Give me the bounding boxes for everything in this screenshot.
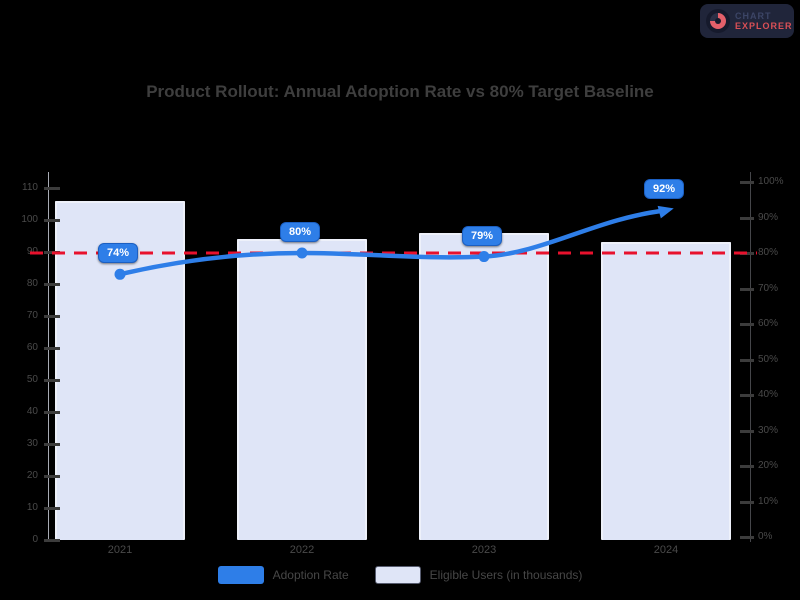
- left-axis-tick-label: 50: [26, 374, 38, 385]
- right-axis-tick-label: 0%: [758, 531, 773, 542]
- left-axis-tick-label: 10: [26, 502, 38, 513]
- right-axis-tick-label: 70%: [758, 282, 779, 294]
- data-label-pill: 79%: [462, 225, 503, 246]
- x-axis-label: 2021: [107, 544, 133, 556]
- data-label-pill: 80%: [280, 222, 321, 242]
- right-axis-tick: [740, 287, 754, 291]
- right-axis-tick: [740, 216, 754, 220]
- left-axis-tick-label: 60: [26, 342, 38, 353]
- bar: [419, 232, 549, 540]
- data-point-marker: [296, 247, 308, 259]
- legend-label-line: Adoption Rate: [272, 568, 349, 582]
- x-axis-label: 2024: [653, 544, 679, 556]
- right-axis-tick: [740, 500, 754, 504]
- left-axis-tick: [44, 443, 60, 446]
- left-axis-tick: [44, 475, 60, 478]
- legend-label-bar: Eligible Users (in thousands): [429, 568, 583, 582]
- left-axis-tick: [44, 411, 60, 414]
- data-point-marker: [114, 268, 126, 280]
- left-axis-tick: [44, 507, 60, 510]
- left-axis-tick: [44, 219, 60, 222]
- left-axis-tick: [44, 379, 60, 382]
- left-axis-tick-label: 20: [26, 470, 38, 481]
- left-axis-tick: [44, 347, 60, 350]
- left-axis-tick-label: 100: [21, 214, 38, 225]
- right-axis-tick-label: 90%: [758, 211, 779, 223]
- legend-item-bar: Eligible Users (in thousands): [374, 566, 583, 584]
- legend-item-line: Adoption Rate: [217, 566, 349, 584]
- right-axis-tick: [740, 465, 754, 468]
- left-axis-tick: [44, 539, 60, 542]
- left-axis-tick: [44, 187, 60, 190]
- legend: Adoption Rate Eligible Users (in thousan…: [0, 566, 800, 584]
- left-axis-tick-label: 30: [26, 438, 38, 449]
- bar: [601, 242, 731, 540]
- right-axis-tick-label: 80%: [758, 247, 779, 258]
- left-axis-tick-label: 0: [32, 534, 38, 545]
- y-axis-left: [48, 172, 49, 542]
- right-axis-tick-label: 60%: [758, 318, 779, 329]
- right-axis-tick: [740, 394, 754, 397]
- pie-chart-logo-icon: [706, 9, 730, 33]
- left-axis-tick-label: 70: [26, 310, 38, 321]
- right-axis-tick-label: 30%: [758, 424, 779, 436]
- legend-swatch-bar: [374, 566, 421, 584]
- right-axis-tick: [740, 181, 754, 184]
- left-axis-tick-label: 110: [22, 182, 38, 193]
- right-axis-tick-label: 50%: [758, 353, 779, 365]
- right-axis-tick: [740, 429, 754, 433]
- logo-line1: CHART: [735, 11, 772, 21]
- right-axis-tick-label: 40%: [758, 389, 779, 400]
- right-axis-tick: [740, 358, 754, 362]
- x-axis-label: 2023: [471, 544, 497, 556]
- right-axis-tick: [740, 536, 754, 539]
- y-axis-right: [750, 172, 751, 542]
- right-axis-tick: [740, 323, 754, 326]
- trend-line: [117, 208, 669, 277]
- chart-title: Product Rollout: Annual Adoption Rate vs…: [146, 82, 654, 101]
- right-axis-tick-label: 20%: [758, 460, 779, 471]
- x-axis-label: 2022: [289, 544, 315, 556]
- left-axis-tick: [44, 315, 60, 318]
- data-label-pill: 92%: [644, 179, 685, 200]
- trend-arrowhead-icon: [657, 205, 674, 219]
- data-label-pill: 74%: [98, 243, 139, 264]
- data-point-marker: [478, 251, 490, 263]
- logo-line2: EXPLORER: [735, 21, 793, 31]
- legend-swatch-line: [217, 566, 264, 584]
- right-axis-tick-label: 10%: [758, 495, 779, 507]
- right-axis-tick-label: 100%: [758, 176, 784, 187]
- logo-text: CHART EXPLORER: [735, 11, 793, 31]
- left-axis-tick-label: 80: [26, 278, 38, 289]
- left-axis-tick-label: 40: [26, 406, 38, 417]
- left-axis-tick: [44, 283, 60, 286]
- brand-logo: CHART EXPLORER: [700, 4, 794, 38]
